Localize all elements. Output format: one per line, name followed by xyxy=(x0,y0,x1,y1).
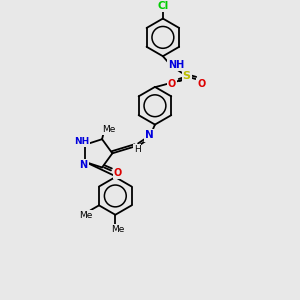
Text: NH: NH xyxy=(168,60,184,70)
Text: Me: Me xyxy=(102,125,116,134)
Text: NH: NH xyxy=(74,137,89,146)
Text: O: O xyxy=(197,79,206,89)
Text: Cl: Cl xyxy=(157,1,169,11)
Text: N: N xyxy=(145,130,153,140)
Text: Me: Me xyxy=(79,211,92,220)
Text: Me: Me xyxy=(112,225,125,234)
Text: N: N xyxy=(80,160,88,170)
Text: S: S xyxy=(183,71,191,81)
Text: O: O xyxy=(114,168,122,178)
Text: O: O xyxy=(168,79,176,89)
Text: H: H xyxy=(134,145,140,154)
